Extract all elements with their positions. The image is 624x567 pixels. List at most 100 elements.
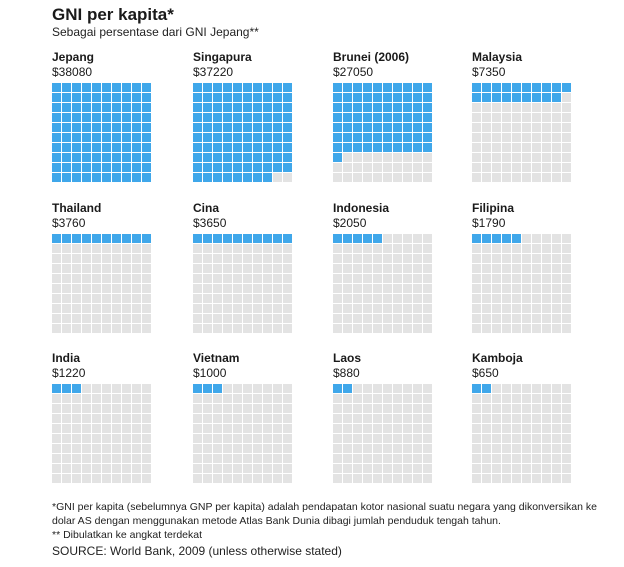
- waffle-cell-empty: [562, 294, 571, 303]
- waffle-cell-empty: [92, 324, 101, 333]
- waffle-cell-empty: [482, 464, 491, 473]
- waffle-cell-filled: [213, 93, 222, 102]
- waffle-cell-empty: [343, 414, 352, 423]
- waffle-cell-empty: [333, 304, 342, 313]
- waffle-cell-filled: [102, 173, 111, 182]
- country-label: Indonesia: [333, 201, 390, 215]
- waffle-cell-empty: [333, 173, 342, 182]
- waffle-cell-empty: [233, 294, 242, 303]
- waffle-cell-empty: [102, 394, 111, 403]
- waffle-cell-empty: [213, 394, 222, 403]
- waffle-cell-empty: [492, 123, 501, 132]
- waffle-cell-empty: [343, 264, 352, 273]
- waffle-cell-empty: [502, 264, 511, 273]
- waffle-cell-empty: [233, 394, 242, 403]
- waffle-cell-empty: [472, 153, 481, 162]
- waffle-cell-empty: [142, 254, 151, 263]
- waffle-cell-filled: [472, 384, 481, 393]
- waffle-cell-empty: [193, 474, 202, 483]
- waffle-cell-empty: [482, 294, 491, 303]
- waffle-cell-empty: [213, 414, 222, 423]
- country-label: Laos: [333, 351, 362, 365]
- waffle-cell-empty: [253, 394, 262, 403]
- waffle-cell-empty: [193, 414, 202, 423]
- waffle-grid: [193, 234, 292, 333]
- waffle-cell-filled: [373, 133, 382, 142]
- waffle-cell-empty: [482, 404, 491, 413]
- waffle-cell-empty: [403, 464, 412, 473]
- waffle-cell-filled: [263, 83, 272, 92]
- waffle-cell-empty: [193, 394, 202, 403]
- waffle-cell-empty: [253, 464, 262, 473]
- waffle-cell-filled: [132, 173, 141, 182]
- waffle-cell-empty: [492, 404, 501, 413]
- waffle-cell-empty: [82, 434, 91, 443]
- waffle-cell-empty: [122, 394, 131, 403]
- waffle-cell-empty: [552, 394, 561, 403]
- waffle-cell-empty: [423, 384, 432, 393]
- waffle-cell-empty: [132, 254, 141, 263]
- waffle-cell-filled: [263, 163, 272, 172]
- waffle-cell-empty: [512, 324, 521, 333]
- waffle-cell-empty: [343, 153, 352, 162]
- waffle-cell-empty: [492, 424, 501, 433]
- waffle-cell-empty: [542, 123, 551, 132]
- waffle-cell-empty: [423, 404, 432, 413]
- waffle-cell-filled: [193, 384, 202, 393]
- waffle-cell-empty: [263, 404, 272, 413]
- waffle-cell-empty: [243, 254, 252, 263]
- waffle-cell-filled: [243, 143, 252, 152]
- waffle-cell-filled: [393, 123, 402, 132]
- waffle-cell-empty: [273, 264, 282, 273]
- waffle-cell-empty: [373, 304, 382, 313]
- waffle-cell-empty: [263, 434, 272, 443]
- waffle-cell-filled: [122, 234, 131, 243]
- gni-value-label: $7350: [472, 65, 506, 79]
- waffle-cell-empty: [333, 163, 342, 172]
- waffle-cell-empty: [373, 274, 382, 283]
- waffle-cell-filled: [193, 234, 202, 243]
- waffle-cell-empty: [333, 454, 342, 463]
- waffle-cell-empty: [542, 264, 551, 273]
- waffle-cell-empty: [112, 294, 121, 303]
- waffle-cell-empty: [243, 314, 252, 323]
- waffle-cell-filled: [423, 143, 432, 152]
- waffle-cell-empty: [423, 264, 432, 273]
- waffle-cell-empty: [542, 163, 551, 172]
- waffle-cell-empty: [102, 294, 111, 303]
- waffle-cell-empty: [233, 404, 242, 413]
- waffle-cell-empty: [223, 414, 232, 423]
- waffle-cell-filled: [343, 384, 352, 393]
- waffle-cell-empty: [552, 384, 561, 393]
- waffle-cell-empty: [112, 304, 121, 313]
- waffle-cell-empty: [512, 254, 521, 263]
- waffle-cell-empty: [142, 404, 151, 413]
- waffle-cell-empty: [492, 394, 501, 403]
- waffle-cell-empty: [363, 304, 372, 313]
- waffle-cell-empty: [373, 424, 382, 433]
- waffle-cell-filled: [363, 93, 372, 102]
- country-panel: Brunei (2006) $27050: [333, 50, 443, 182]
- waffle-cell-empty: [423, 244, 432, 253]
- waffle-cell-empty: [403, 254, 412, 263]
- waffle-cell-empty: [213, 254, 222, 263]
- waffle-cell-empty: [403, 274, 412, 283]
- waffle-cell-filled: [283, 103, 292, 112]
- waffle-cell-empty: [532, 464, 541, 473]
- waffle-cell-empty: [112, 274, 121, 283]
- waffle-cell-filled: [102, 133, 111, 142]
- waffle-cell-empty: [112, 384, 121, 393]
- waffle-cell-empty: [333, 414, 342, 423]
- waffle-cell-empty: [193, 244, 202, 253]
- waffle-cell-empty: [203, 324, 212, 333]
- waffle-cell-empty: [243, 284, 252, 293]
- waffle-cell-empty: [273, 444, 282, 453]
- waffle-cell-filled: [62, 123, 71, 132]
- waffle-grid: [193, 384, 292, 483]
- waffle-cell-empty: [542, 384, 551, 393]
- waffle-cell-empty: [263, 464, 272, 473]
- waffle-cell-empty: [562, 284, 571, 293]
- waffle-cell-filled: [253, 123, 262, 132]
- country-label: Cina: [193, 201, 220, 215]
- waffle-cell-empty: [522, 123, 531, 132]
